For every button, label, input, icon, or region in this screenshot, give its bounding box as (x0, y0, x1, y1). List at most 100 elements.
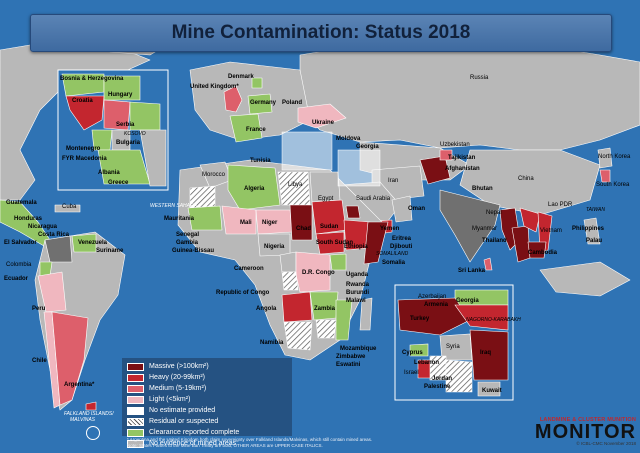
label-zambia: Zambia (314, 306, 336, 312)
label-poland: Poland (282, 100, 303, 106)
label-morocco: Morocco (202, 172, 226, 178)
label-syria: Syria (446, 344, 460, 350)
brand-tagline: LANDMINE & CLUSTER MUNITION (539, 417, 636, 423)
afghanistan-region (419, 155, 451, 185)
peru-region (37, 271, 67, 313)
south-korea-region (599, 169, 611, 183)
label-western-sahara: WESTERN SAHARA (150, 203, 197, 209)
legend-label: No estimate provided (149, 407, 216, 414)
label-colombia: Colombia (6, 262, 32, 268)
algeria-region (227, 164, 281, 211)
label-ukraine: Ukraine (312, 120, 335, 126)
balkans-inset (57, 69, 169, 191)
label-israel: Israel (404, 370, 419, 376)
label-namibia: Namibia (260, 340, 284, 346)
label-nagorno: NAGORNO-KARABAKH (466, 317, 521, 323)
label-nicaragua: Nicaragua (28, 224, 58, 230)
label-lao-pdr: Lao PDR (548, 202, 573, 208)
legend-label: Medium (5-19km²) (149, 385, 207, 392)
eritrea-region (345, 205, 361, 219)
namibia-region (283, 321, 313, 351)
label-cambodia: Cambodia (528, 250, 558, 256)
label-suriname: Suriname (96, 248, 124, 254)
label-oman: Oman (408, 206, 426, 212)
angola-region (281, 291, 313, 323)
label-vietnam: Vietnam (540, 228, 562, 234)
legend-swatch (127, 417, 144, 426)
oman-region (391, 195, 413, 223)
cameroon-region (279, 251, 297, 273)
philippines-region (583, 217, 601, 245)
footnote-line-1: * Argentina and the United Kingdom both … (127, 437, 373, 442)
label-mauritania: Mauritania (164, 216, 195, 222)
legend-swatch (127, 406, 144, 415)
thailand-region (511, 225, 531, 263)
legend-item-clearance: Clearance reported complete (127, 427, 287, 438)
label-el-salvador: El Salvador (4, 240, 37, 246)
legend-item-no-evidence: No evidence of mined areas (127, 438, 287, 449)
cambodia-region (527, 241, 547, 259)
brand-credit: © ICBL-CMC November 2018 (576, 441, 636, 446)
legend-swatch (127, 362, 144, 371)
label-dr-congo: D.R. Congo (302, 270, 335, 276)
footnote: * Argentina and the United Kingdom both … (127, 437, 457, 448)
label-cyprus: Cyprus (402, 350, 423, 356)
label-taiwan: TAIWAN (586, 207, 605, 213)
colombia-region (44, 235, 73, 263)
label-peru: Peru (32, 306, 46, 312)
argentina-region (51, 311, 89, 406)
legend: Massive (>100km²) Heavy (20-99km²) Mediu… (127, 361, 287, 449)
legend-item-no-estimate: No estimate provided (127, 405, 287, 416)
madagascar-region (359, 297, 373, 331)
label-jordan: Jordan (432, 376, 453, 382)
legend-label: Residual or suspected (149, 418, 219, 425)
zimbabwe-region (315, 319, 337, 339)
somalia-region (363, 221, 389, 265)
legend-label: Massive (>100km²) (149, 363, 209, 370)
label-costa-rica: Costa Rica (38, 232, 70, 238)
label-nigeria: Nigeria (264, 244, 285, 250)
label-kuwait: Kuwait (482, 388, 502, 394)
label-chile: Chile (32, 358, 47, 364)
label-libya: Libya (288, 182, 303, 188)
label-turkey: Turkey (410, 316, 430, 322)
label-niger: Niger (262, 220, 278, 226)
sri-lanka-region (483, 257, 493, 271)
drc-region (295, 251, 331, 293)
title-banner: Mine Contamination: Status 2018 (30, 14, 612, 52)
denmark-region (251, 77, 263, 89)
label-thailand: Thailand (482, 238, 507, 244)
legend-swatch (127, 395, 144, 404)
label-uzbekistan: Uzbekistan (440, 142, 470, 148)
label-uganda: Uganda (346, 272, 369, 278)
label-azerbaijan: Azerbaijan (418, 294, 447, 300)
label-egypt: Egypt (318, 196, 334, 202)
ukraine-region (297, 103, 347, 129)
label-tunisia: Tunisia (250, 158, 271, 164)
label-united-kingdom: United Kingdom* (190, 84, 239, 90)
label-guatemala: Guatemala (6, 200, 37, 206)
label-kosovo: KOSOVO (124, 131, 146, 137)
label-mali: Mali (240, 220, 252, 226)
legend-item-residual: Residual or suspected (127, 416, 287, 427)
india-region (439, 189, 501, 263)
germany-region (247, 93, 273, 115)
label-bosnia: Bosnia & Herzegovina (60, 76, 124, 82)
mauritania-region (187, 205, 223, 231)
label-north-korea: North Korea (598, 154, 631, 160)
sea-islands-region (539, 261, 631, 297)
western-sahara-region (189, 185, 216, 209)
label-hungary: Hungary (108, 92, 133, 98)
label-myanmar: Myanmar (472, 226, 498, 232)
caribbean-region (54, 204, 81, 213)
label-germany: Germany (250, 100, 277, 106)
label-eritrea: Eritrea (392, 236, 412, 242)
label-algeria: Algeria (244, 186, 265, 192)
venezuela-region (71, 233, 97, 253)
label-greece: Greece (108, 180, 129, 186)
legend-item-heavy: Heavy (20-99km²) (127, 372, 287, 383)
label-guinea-bissau: Guinea-Bissau (172, 248, 215, 254)
label-palestine: Palestine (424, 384, 451, 390)
label-djibouti: Djibouti (390, 244, 413, 250)
legend-item-massive: Massive (>100km²) (127, 361, 287, 372)
